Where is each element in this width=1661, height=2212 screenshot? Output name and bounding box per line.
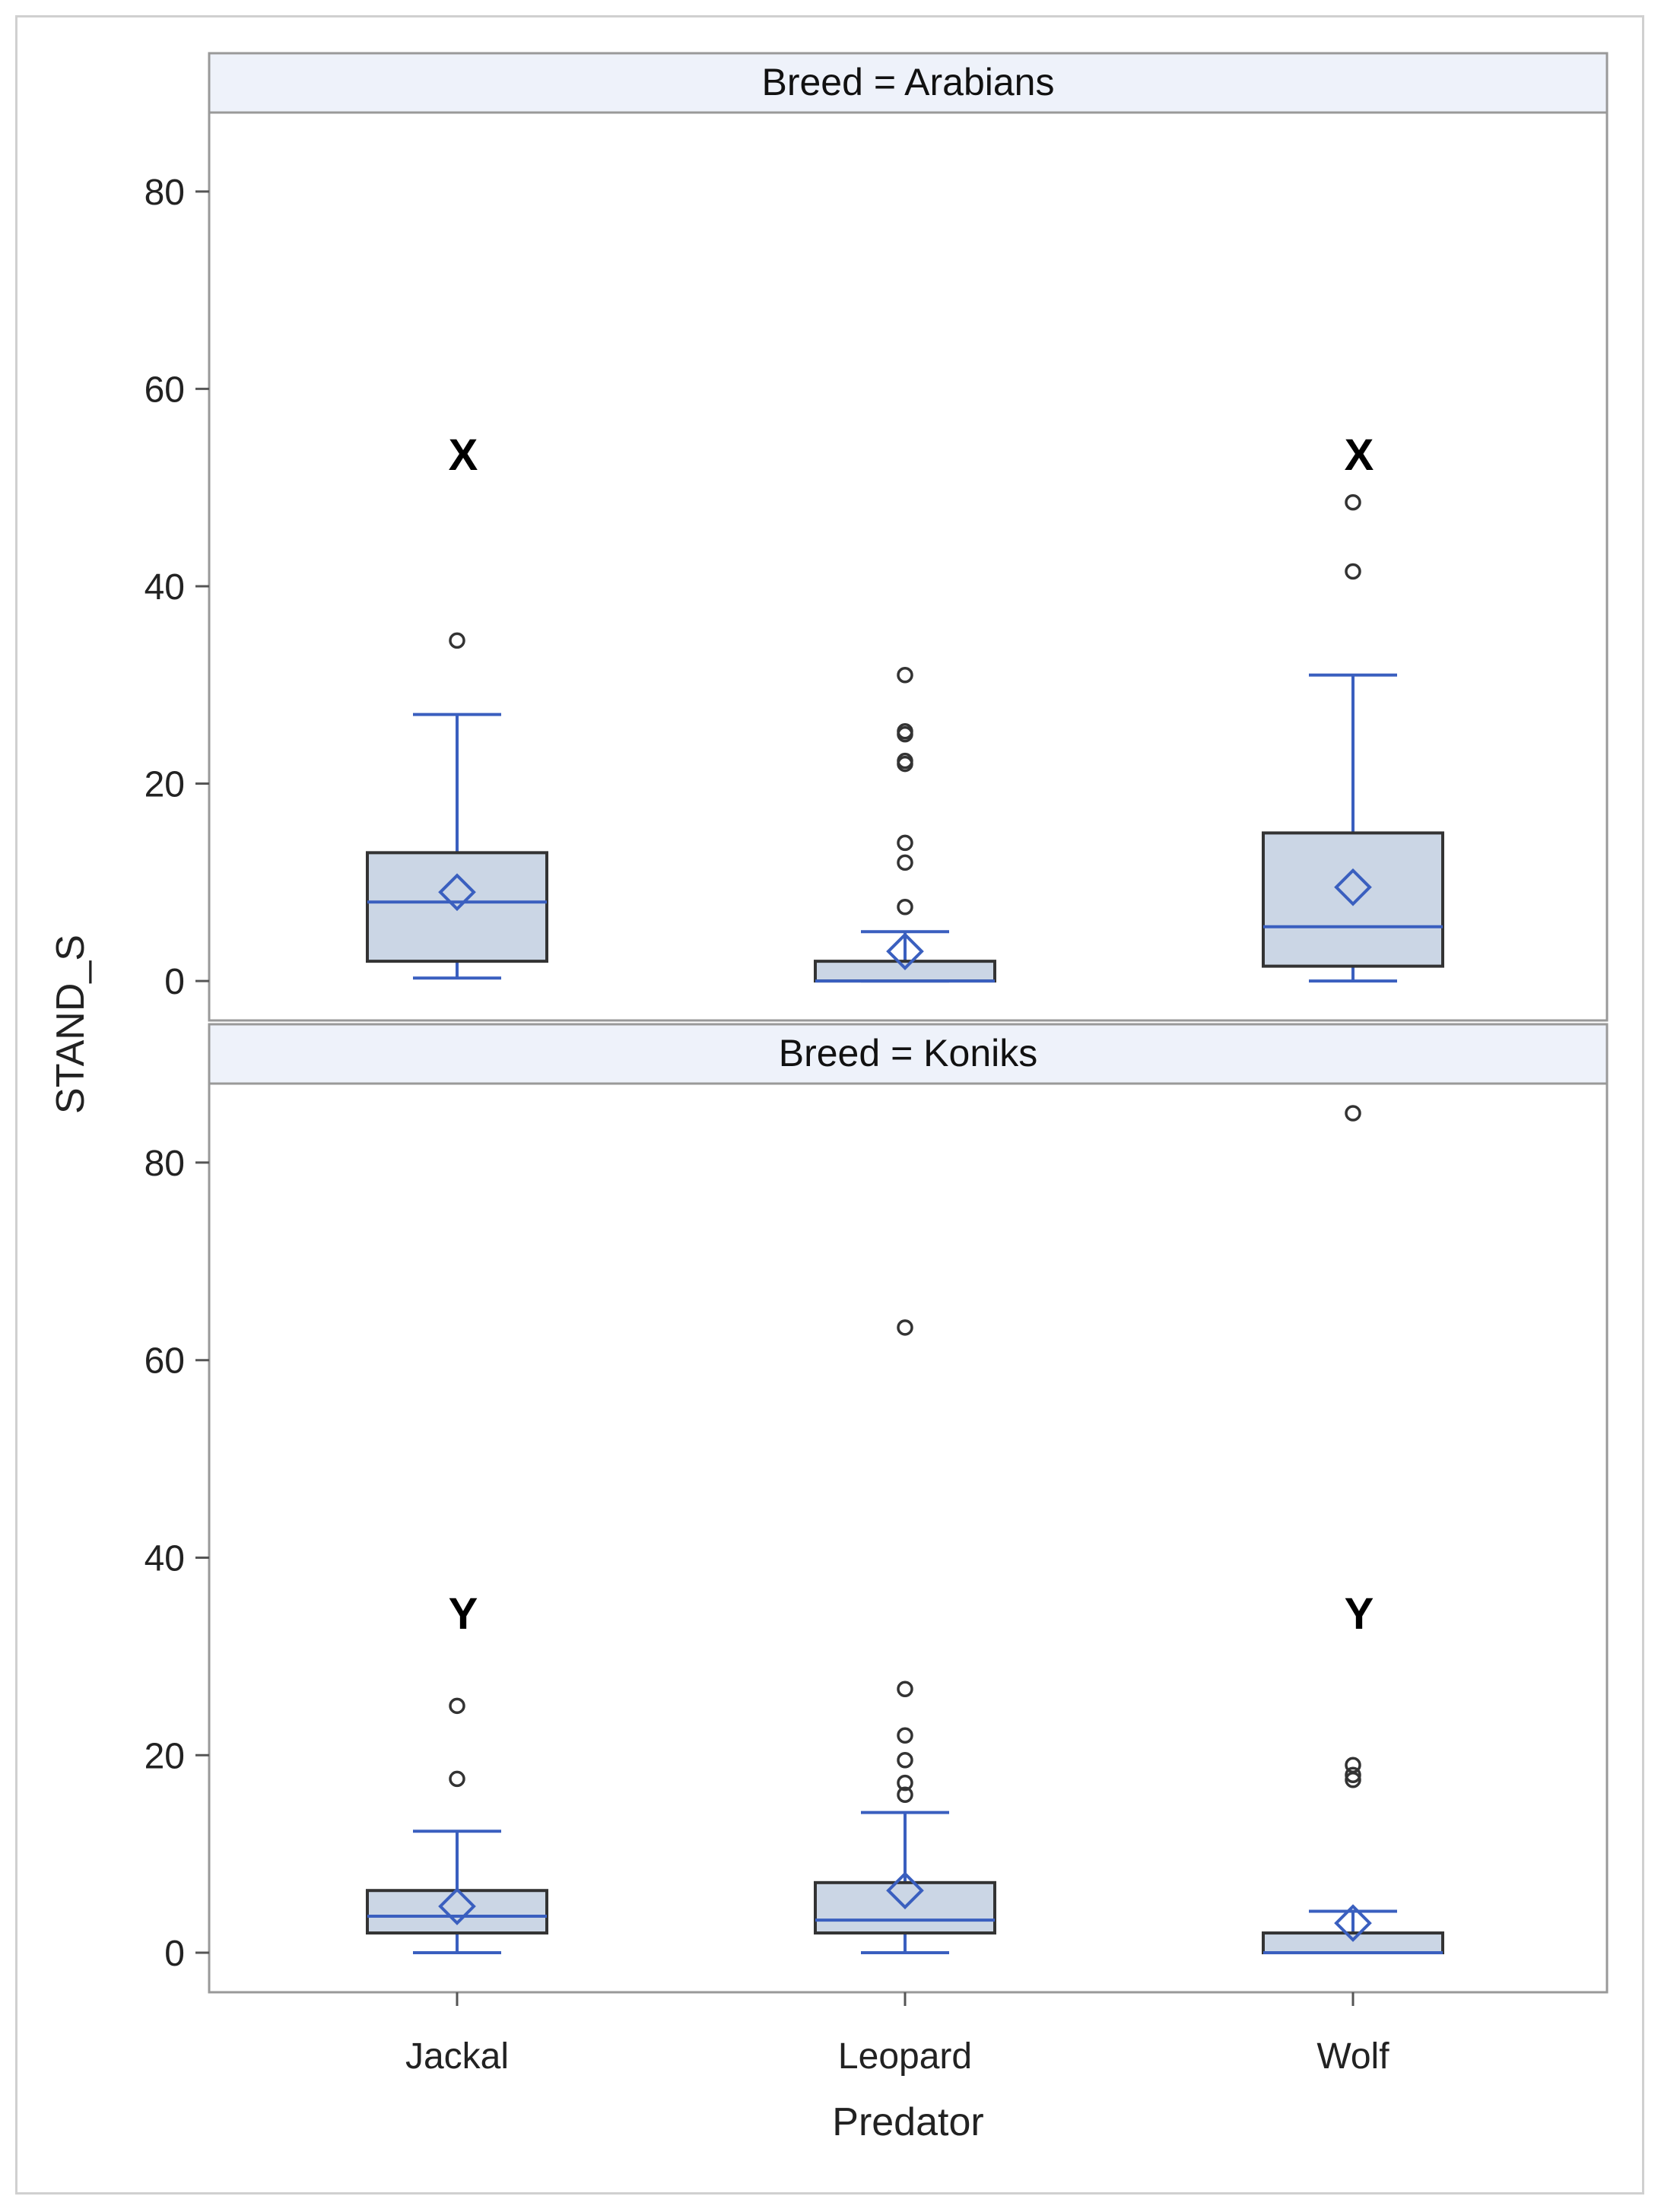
y-tick-label: 0 <box>164 962 185 1002</box>
outlier-point <box>897 1774 913 1791</box>
outlier-point <box>449 1770 465 1788</box>
outlier-point <box>897 1786 913 1803</box>
group-annotation: Y <box>449 1589 478 1639</box>
outlier-point <box>1345 1757 1361 1773</box>
panel-strip-label: Breed = Koniks <box>779 1032 1037 1074</box>
x-axis-title: Predator <box>832 2100 983 2144</box>
outlier-point <box>1345 1766 1361 1783</box>
box-iqr <box>1262 831 1444 968</box>
box-iqr <box>366 1889 548 1935</box>
y-tick-label: 60 <box>145 1341 185 1382</box>
y-tick-label: 0 <box>164 1934 185 1974</box>
figure-frame <box>15 15 1644 2195</box>
plot-frame <box>208 111 1609 1022</box>
outlier-point <box>897 834 913 852</box>
panel-strip-label: Breed = Arabians <box>762 61 1055 103</box>
group-annotation: Y <box>1345 1589 1374 1639</box>
y-tick-label: 80 <box>145 173 185 213</box>
group-annotation: X <box>1345 430 1374 480</box>
group-annotation: X <box>449 430 478 480</box>
box-iqr <box>814 1880 996 1935</box>
x-tick-label: Leopard <box>838 2036 972 2077</box>
mean-marker <box>1334 1904 1372 1942</box>
y-tick-label: 80 <box>145 1144 185 1184</box>
mean-marker <box>886 932 924 970</box>
outlier-point <box>897 1727 913 1744</box>
y-tick-label: 40 <box>145 567 185 608</box>
outlier-point <box>897 1680 913 1697</box>
outlier-point <box>897 722 913 740</box>
x-tick-label: Jackal <box>405 2036 509 2077</box>
y-tick-label: 60 <box>145 370 185 410</box>
y-axis-title: STAND_S <box>49 935 93 1114</box>
outlier-point <box>1345 1105 1361 1122</box>
outlier-point <box>897 1319 913 1336</box>
mean-marker <box>438 1887 476 1925</box>
box-iqr <box>814 960 996 983</box>
outlier-point <box>897 752 913 770</box>
mean-marker <box>438 873 476 912</box>
y-tick-label: 20 <box>145 1736 185 1776</box>
outlier-point <box>1345 563 1361 580</box>
x-tick-label: Wolf <box>1316 2036 1389 2077</box>
outlier-point <box>449 632 465 649</box>
panel-strip <box>208 52 1609 114</box>
plot-frame <box>208 1082 1609 1994</box>
mean-marker <box>1334 868 1372 906</box>
mean-marker <box>886 1871 924 1910</box>
y-tick-label: 20 <box>145 765 185 805</box>
box-iqr <box>1262 1931 1444 1955</box>
outlier-point <box>897 854 913 871</box>
y-tick-label: 40 <box>145 1538 185 1579</box>
outlier-point <box>1345 493 1361 511</box>
outlier-point <box>897 899 913 916</box>
outlier-point <box>449 1697 465 1715</box>
outlier-point <box>897 667 913 684</box>
outlier-point <box>897 1752 913 1769</box>
